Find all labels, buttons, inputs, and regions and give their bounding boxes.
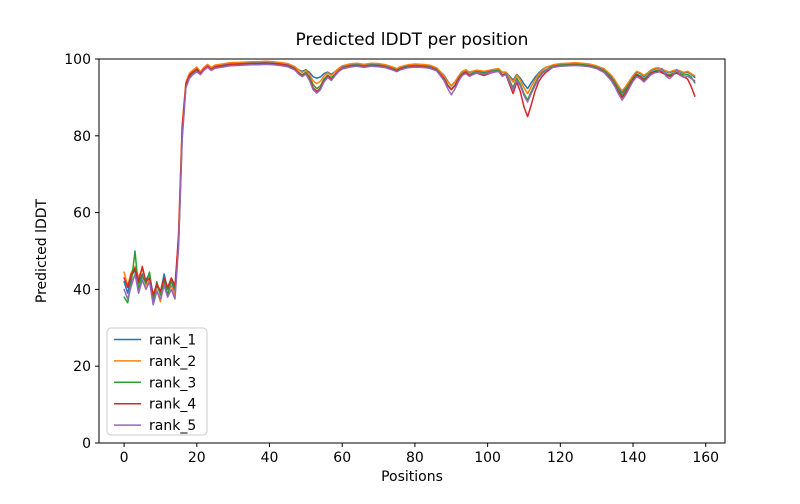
legend-item-rank_5: rank_5 <box>114 418 196 434</box>
legend-item-rank_1: rank_1 <box>114 333 196 349</box>
y-tick-label: 0 <box>82 436 91 452</box>
series-line-rank_4 <box>123 62 696 296</box>
axes-spines <box>98 58 726 444</box>
series-line-rank_5 <box>123 63 696 306</box>
y-tick-label: 20 <box>73 359 91 375</box>
legend-label: rank_3 <box>149 375 196 391</box>
axis-ticks: 0 20 40 60 80 100 120 140 160 0 20 40 60 80 100 <box>64 52 719 466</box>
legend-label: rank_5 <box>149 418 196 434</box>
x-tick-label: 40 <box>261 450 279 466</box>
legend-item-rank_4: rank_4 <box>114 397 196 413</box>
legend-item-rank_3: rank_3 <box>114 375 196 391</box>
x-tick-label: 140 <box>620 450 647 466</box>
x-tick-label: 120 <box>547 450 574 466</box>
y-tick-label: 100 <box>64 52 91 68</box>
y-tick-label: 60 <box>73 206 91 222</box>
chart-title: Predicted lDDT per position <box>296 30 529 50</box>
y-tick-label: 40 <box>73 282 91 298</box>
x-tick-label: 0 <box>120 450 129 466</box>
x-tick-label: 100 <box>474 450 501 466</box>
series-line-rank_2 <box>123 60 696 303</box>
legend-label: rank_2 <box>149 354 196 370</box>
x-tick-label: 60 <box>333 450 351 466</box>
x-tick-label: 80 <box>406 450 424 466</box>
legend-label: rank_4 <box>149 397 196 413</box>
legend-item-rank_2: rank_2 <box>114 354 196 370</box>
legend-box <box>106 327 208 436</box>
x-tick-label: 20 <box>188 450 206 466</box>
series-lines <box>123 60 696 306</box>
x-tick-label: 160 <box>692 450 719 466</box>
y-axis-label: Predicted lDDT <box>34 198 50 303</box>
legend: rank_1 rank_2 rank_3 rank_4 rank_5 <box>106 327 208 436</box>
legend-label: rank_1 <box>149 333 196 349</box>
y-tick-label: 80 <box>73 129 91 145</box>
x-axis-label: Positions <box>381 469 443 485</box>
